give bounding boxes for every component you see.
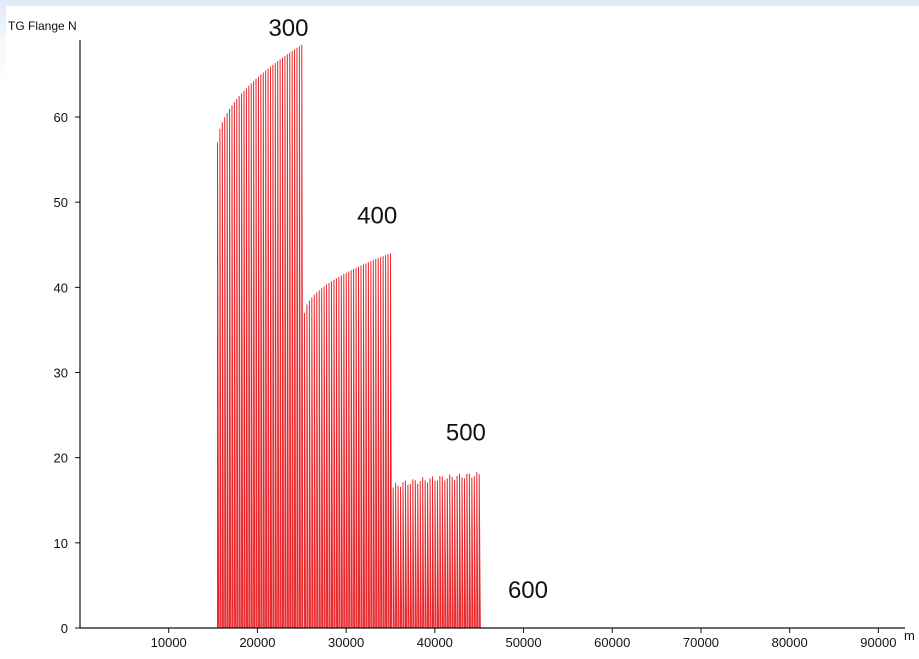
series-segment-400 bbox=[303, 253, 393, 629]
y-tick-label: 40 bbox=[54, 280, 68, 295]
x-tick-label: 40000 bbox=[417, 635, 453, 650]
x-tick-label: 90000 bbox=[860, 635, 896, 650]
x-tick-label: 30000 bbox=[328, 635, 364, 650]
y-tick-label: 60 bbox=[54, 110, 68, 125]
annotation-300: 300 bbox=[268, 15, 308, 42]
y-tick-label: 20 bbox=[54, 451, 68, 466]
x-tick-label: 20000 bbox=[239, 635, 275, 650]
series-segment-300 bbox=[217, 44, 304, 629]
y-tick-label: 30 bbox=[54, 366, 68, 381]
annotation-500: 500 bbox=[446, 420, 486, 447]
series-segment-500 bbox=[392, 472, 481, 629]
x-tick-label: 80000 bbox=[772, 635, 808, 650]
annotation-layer: 300 400 500 600 bbox=[268, 15, 548, 604]
x-tick-label: 60000 bbox=[594, 635, 630, 650]
ticks-layer: 10000 20000 30000 40000 50000 60000 70000 80000… bbox=[54, 110, 897, 650]
y-tick-label: 10 bbox=[54, 536, 68, 551]
y-tick-label: 0 bbox=[61, 621, 68, 636]
x-tick-label: 10000 bbox=[151, 635, 187, 650]
axes-layer bbox=[79, 40, 905, 629]
y-axis-label: TG Flange N bbox=[8, 19, 77, 33]
annotation-600: 600 bbox=[508, 577, 548, 604]
x-tick-label: 50000 bbox=[505, 635, 541, 650]
y-tick-label: 50 bbox=[54, 195, 68, 210]
x-axis-label: m bbox=[904, 628, 915, 643]
data-layer bbox=[217, 44, 481, 629]
annotation-400: 400 bbox=[357, 202, 397, 229]
x-tick-label: 70000 bbox=[683, 635, 719, 650]
